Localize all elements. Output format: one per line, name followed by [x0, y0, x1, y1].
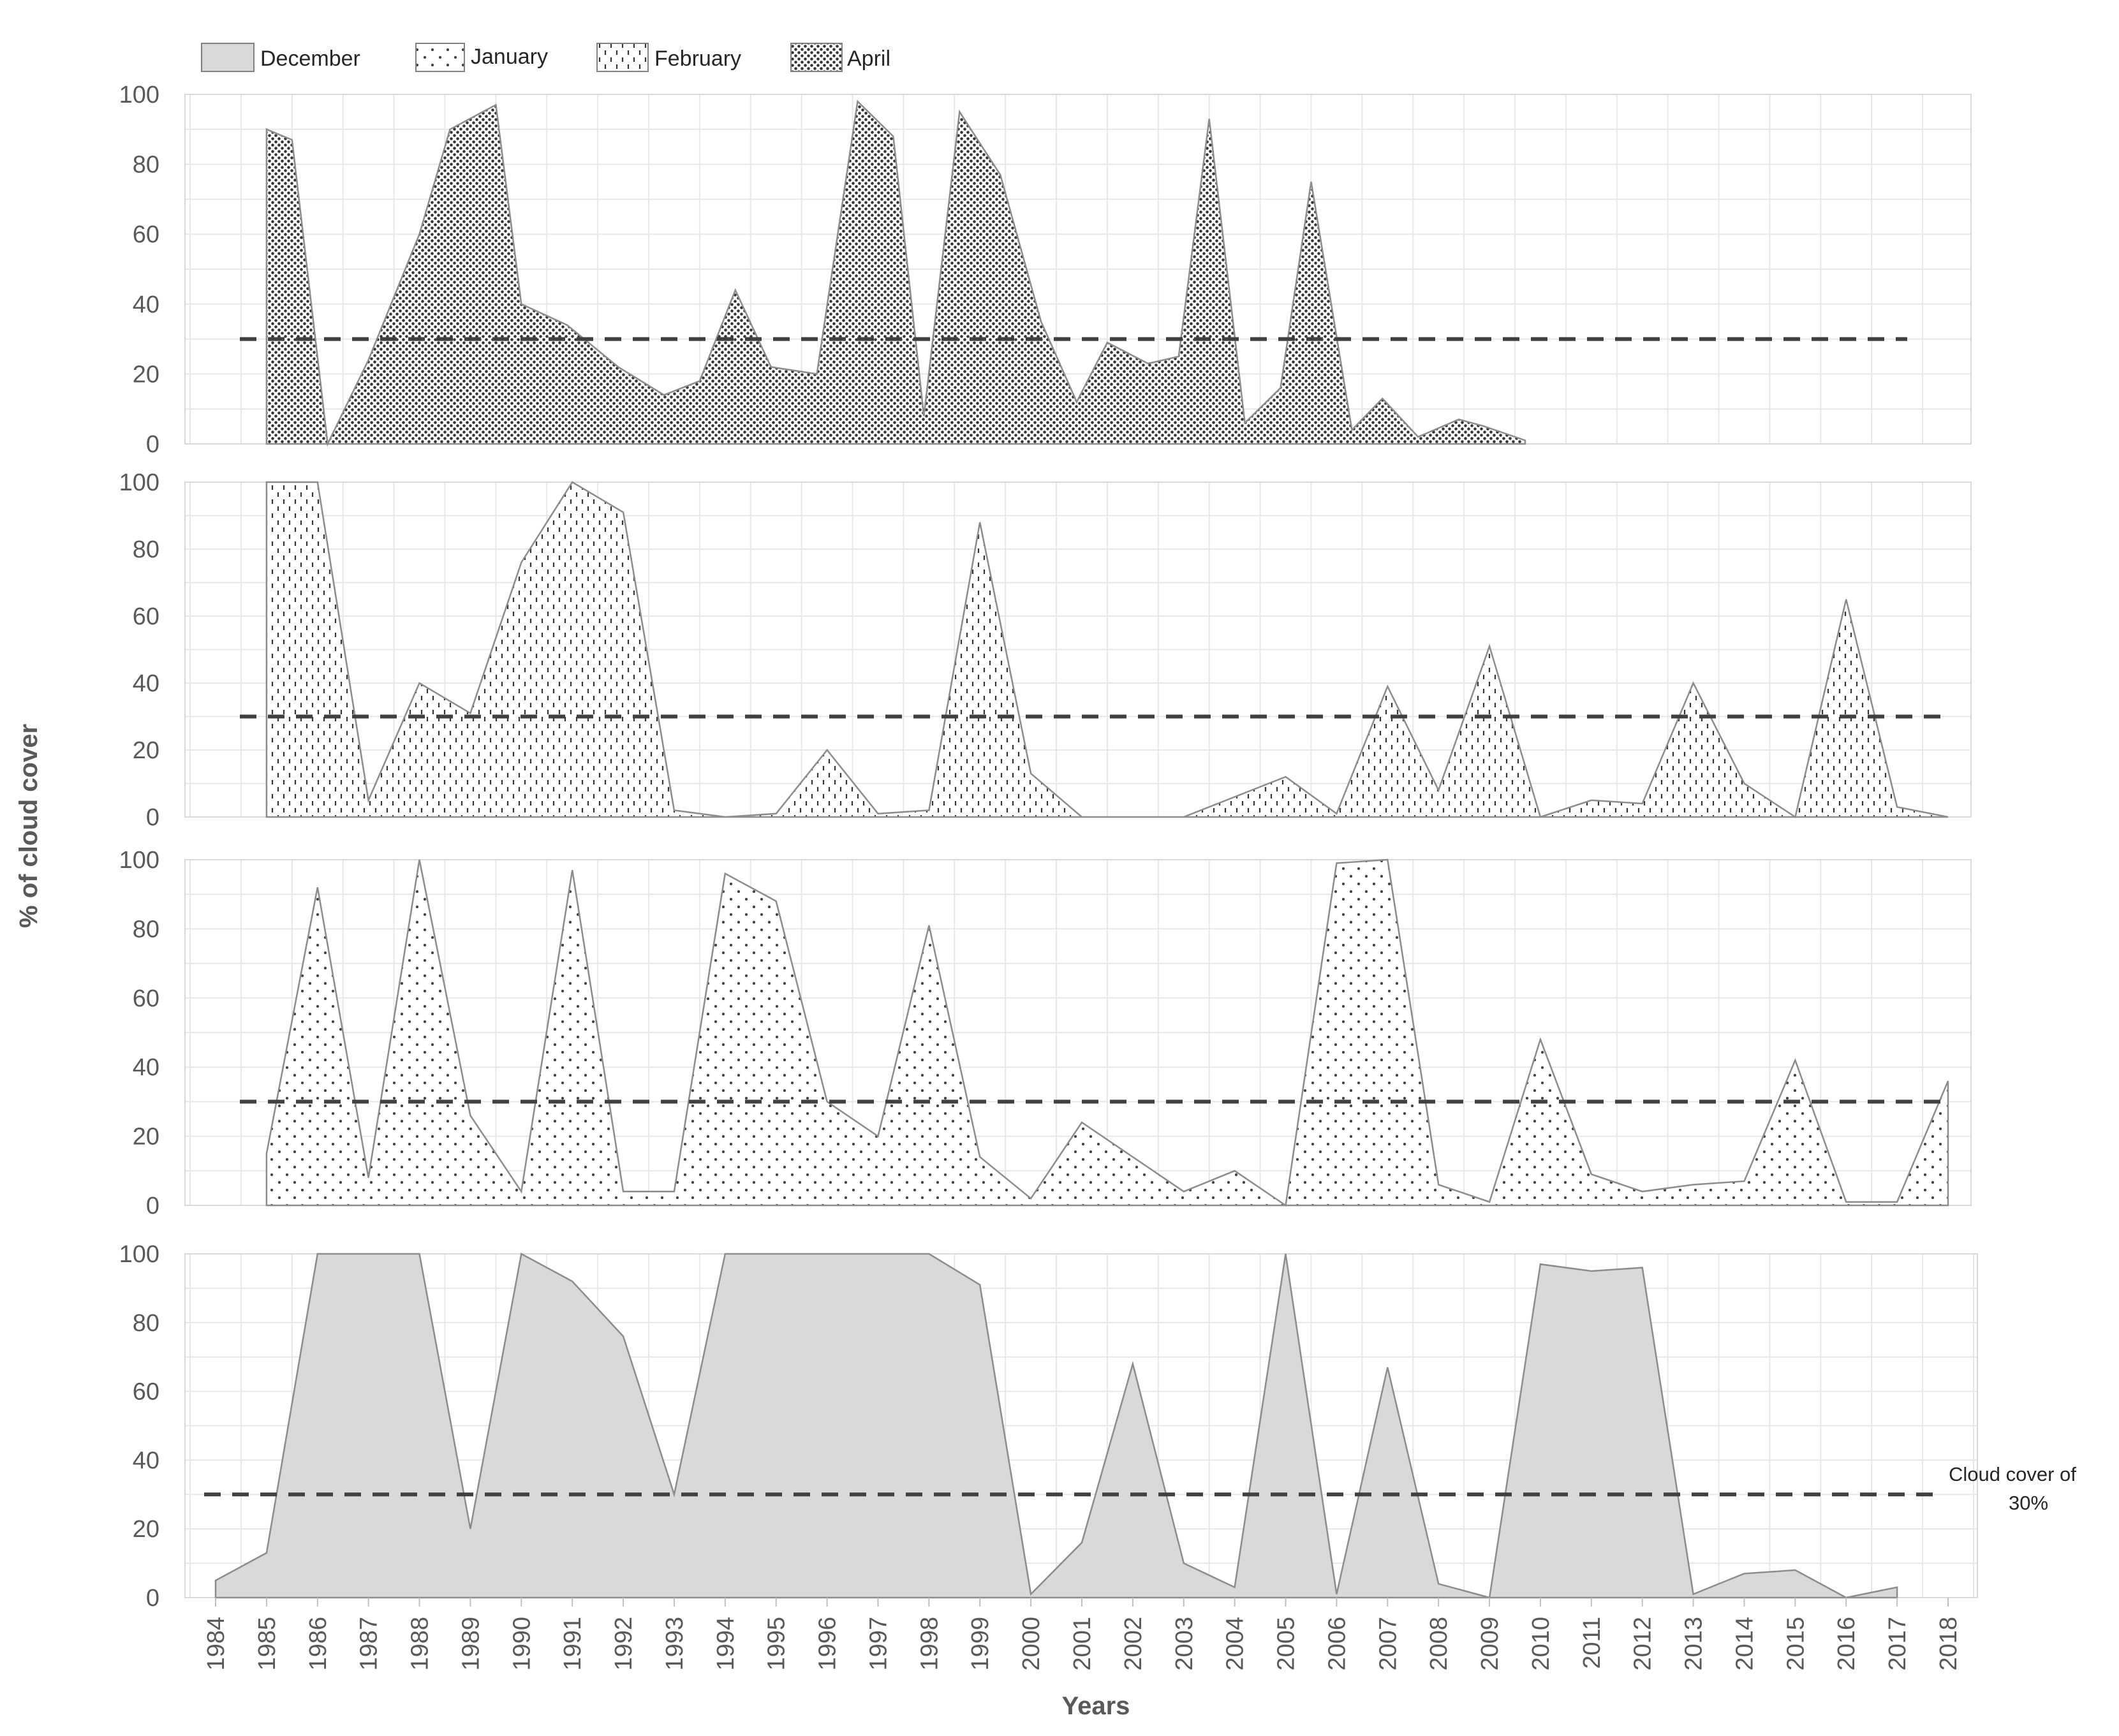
x-tick-label: 2007	[1375, 1617, 1401, 1671]
y-tick-label: 0	[146, 804, 159, 831]
x-tick-label: 2002	[1120, 1617, 1147, 1671]
x-tick-label: 2010	[1528, 1617, 1554, 1671]
area-february	[265, 481, 1949, 819]
x-tick-label: 1998	[916, 1617, 943, 1671]
x-tick-label: 1996	[815, 1617, 841, 1671]
y-tick-label: 0	[146, 431, 159, 458]
legend-label-january: January	[471, 45, 548, 69]
y-tick-label: 80	[133, 536, 159, 563]
x-tick-label: 2001	[1069, 1617, 1096, 1671]
x-axis-title: Years	[1062, 1692, 1130, 1720]
x-tick-label: 1991	[559, 1617, 586, 1671]
legend-label-february: February	[654, 47, 741, 71]
legend-item-february: February	[596, 43, 741, 72]
x-tick-label: 2018	[1935, 1617, 1962, 1671]
area-january	[265, 858, 1949, 1207]
y-tick-label: 0	[146, 1193, 159, 1219]
x-tick-label: 1992	[610, 1617, 637, 1671]
legend-label-december: December	[260, 47, 360, 71]
x-tick-label: 1984	[203, 1617, 230, 1671]
legend: December January February April	[201, 43, 890, 72]
x-tick-label: 2012	[1630, 1617, 1657, 1671]
area-december	[214, 1253, 1898, 1599]
legend-item-december: December	[201, 43, 360, 72]
x-tick-label: 1995	[764, 1617, 790, 1671]
legend-label-april: April	[847, 47, 890, 71]
y-tick-label: 20	[133, 361, 159, 388]
x-tick-label: 2017	[1884, 1617, 1911, 1671]
y-tick-label: 60	[133, 985, 159, 1012]
y-tick-label: 60	[133, 603, 159, 630]
y-tick-label: 20	[133, 1516, 159, 1543]
x-tick-label: 2014	[1732, 1617, 1759, 1671]
x-tick-label: 2009	[1477, 1617, 1503, 1671]
x-tick-label: 2000	[1018, 1617, 1045, 1671]
y-tick-label: 40	[133, 291, 159, 318]
x-tick-label: 1988	[407, 1617, 434, 1671]
x-tick-label: 2005	[1273, 1617, 1300, 1671]
x-tick-label: 2015	[1782, 1617, 1809, 1671]
x-tick-label: 2013	[1681, 1617, 1708, 1671]
y-tick-label: 100	[119, 469, 159, 496]
x-tick-labels: 1984 1985 1986 1987 1988 1989 1990 1991 1992 1993…	[203, 1598, 1962, 1671]
area-april	[265, 99, 1526, 447]
x-tick-label: 1990	[508, 1617, 535, 1671]
threshold-note-line2: 30%	[2009, 1492, 2048, 1514]
y-tick-label: 0	[146, 1585, 159, 1612]
threshold-note: Cloud cover of 30%	[1949, 1463, 2076, 1514]
area-series	[214, 99, 1949, 1599]
x-tick-label: 2011	[1579, 1617, 1606, 1669]
y-tick-label: 60	[133, 1379, 159, 1406]
x-tick-label: 1989	[457, 1617, 484, 1671]
threshold-lines	[204, 337, 1943, 1497]
x-tick-label: 2008	[1426, 1617, 1452, 1671]
y-tick-label: 80	[133, 1310, 159, 1337]
x-tick-label: 2004	[1222, 1617, 1249, 1671]
y-tick-label: 80	[133, 152, 159, 179]
y-tick-label: 40	[133, 670, 159, 697]
x-tick-label: 1997	[866, 1617, 892, 1671]
x-tick-label: 2016	[1833, 1617, 1860, 1671]
x-tick-label: 2006	[1324, 1617, 1350, 1671]
x-tick-label: 1986	[305, 1617, 332, 1671]
y-tick-label: 100	[119, 1241, 159, 1268]
x-tick-label: 1994	[712, 1617, 739, 1671]
x-tick-label: 1993	[661, 1617, 688, 1671]
x-tick-label: 1999	[967, 1617, 994, 1671]
x-tick-label: 2003	[1171, 1617, 1198, 1671]
x-tick-label: 1985	[254, 1617, 281, 1671]
x-tick-label: 1987	[356, 1617, 383, 1671]
legend-item-april: April	[790, 43, 890, 72]
y-tick-label: 20	[133, 1124, 159, 1151]
y-tick-label: 100	[119, 82, 159, 108]
y-tick-label: 40	[133, 1054, 159, 1081]
y-tick-label: 40	[133, 1447, 159, 1474]
y-tick-label: 60	[133, 221, 159, 248]
legend-item-january: January	[415, 43, 548, 72]
y-tick-label: 80	[133, 916, 159, 943]
y-tick-label: 20	[133, 737, 159, 764]
y-tick-labels: 0 20 40 60 80 100 0 20 40 60 80 100 0 20 40 60 80 100 0 20 4…	[119, 82, 159, 1612]
y-axis-title: % of cloud cover	[15, 724, 43, 928]
y-tick-label: 100	[119, 847, 159, 874]
threshold-note-line1: Cloud cover of	[1949, 1463, 2076, 1485]
